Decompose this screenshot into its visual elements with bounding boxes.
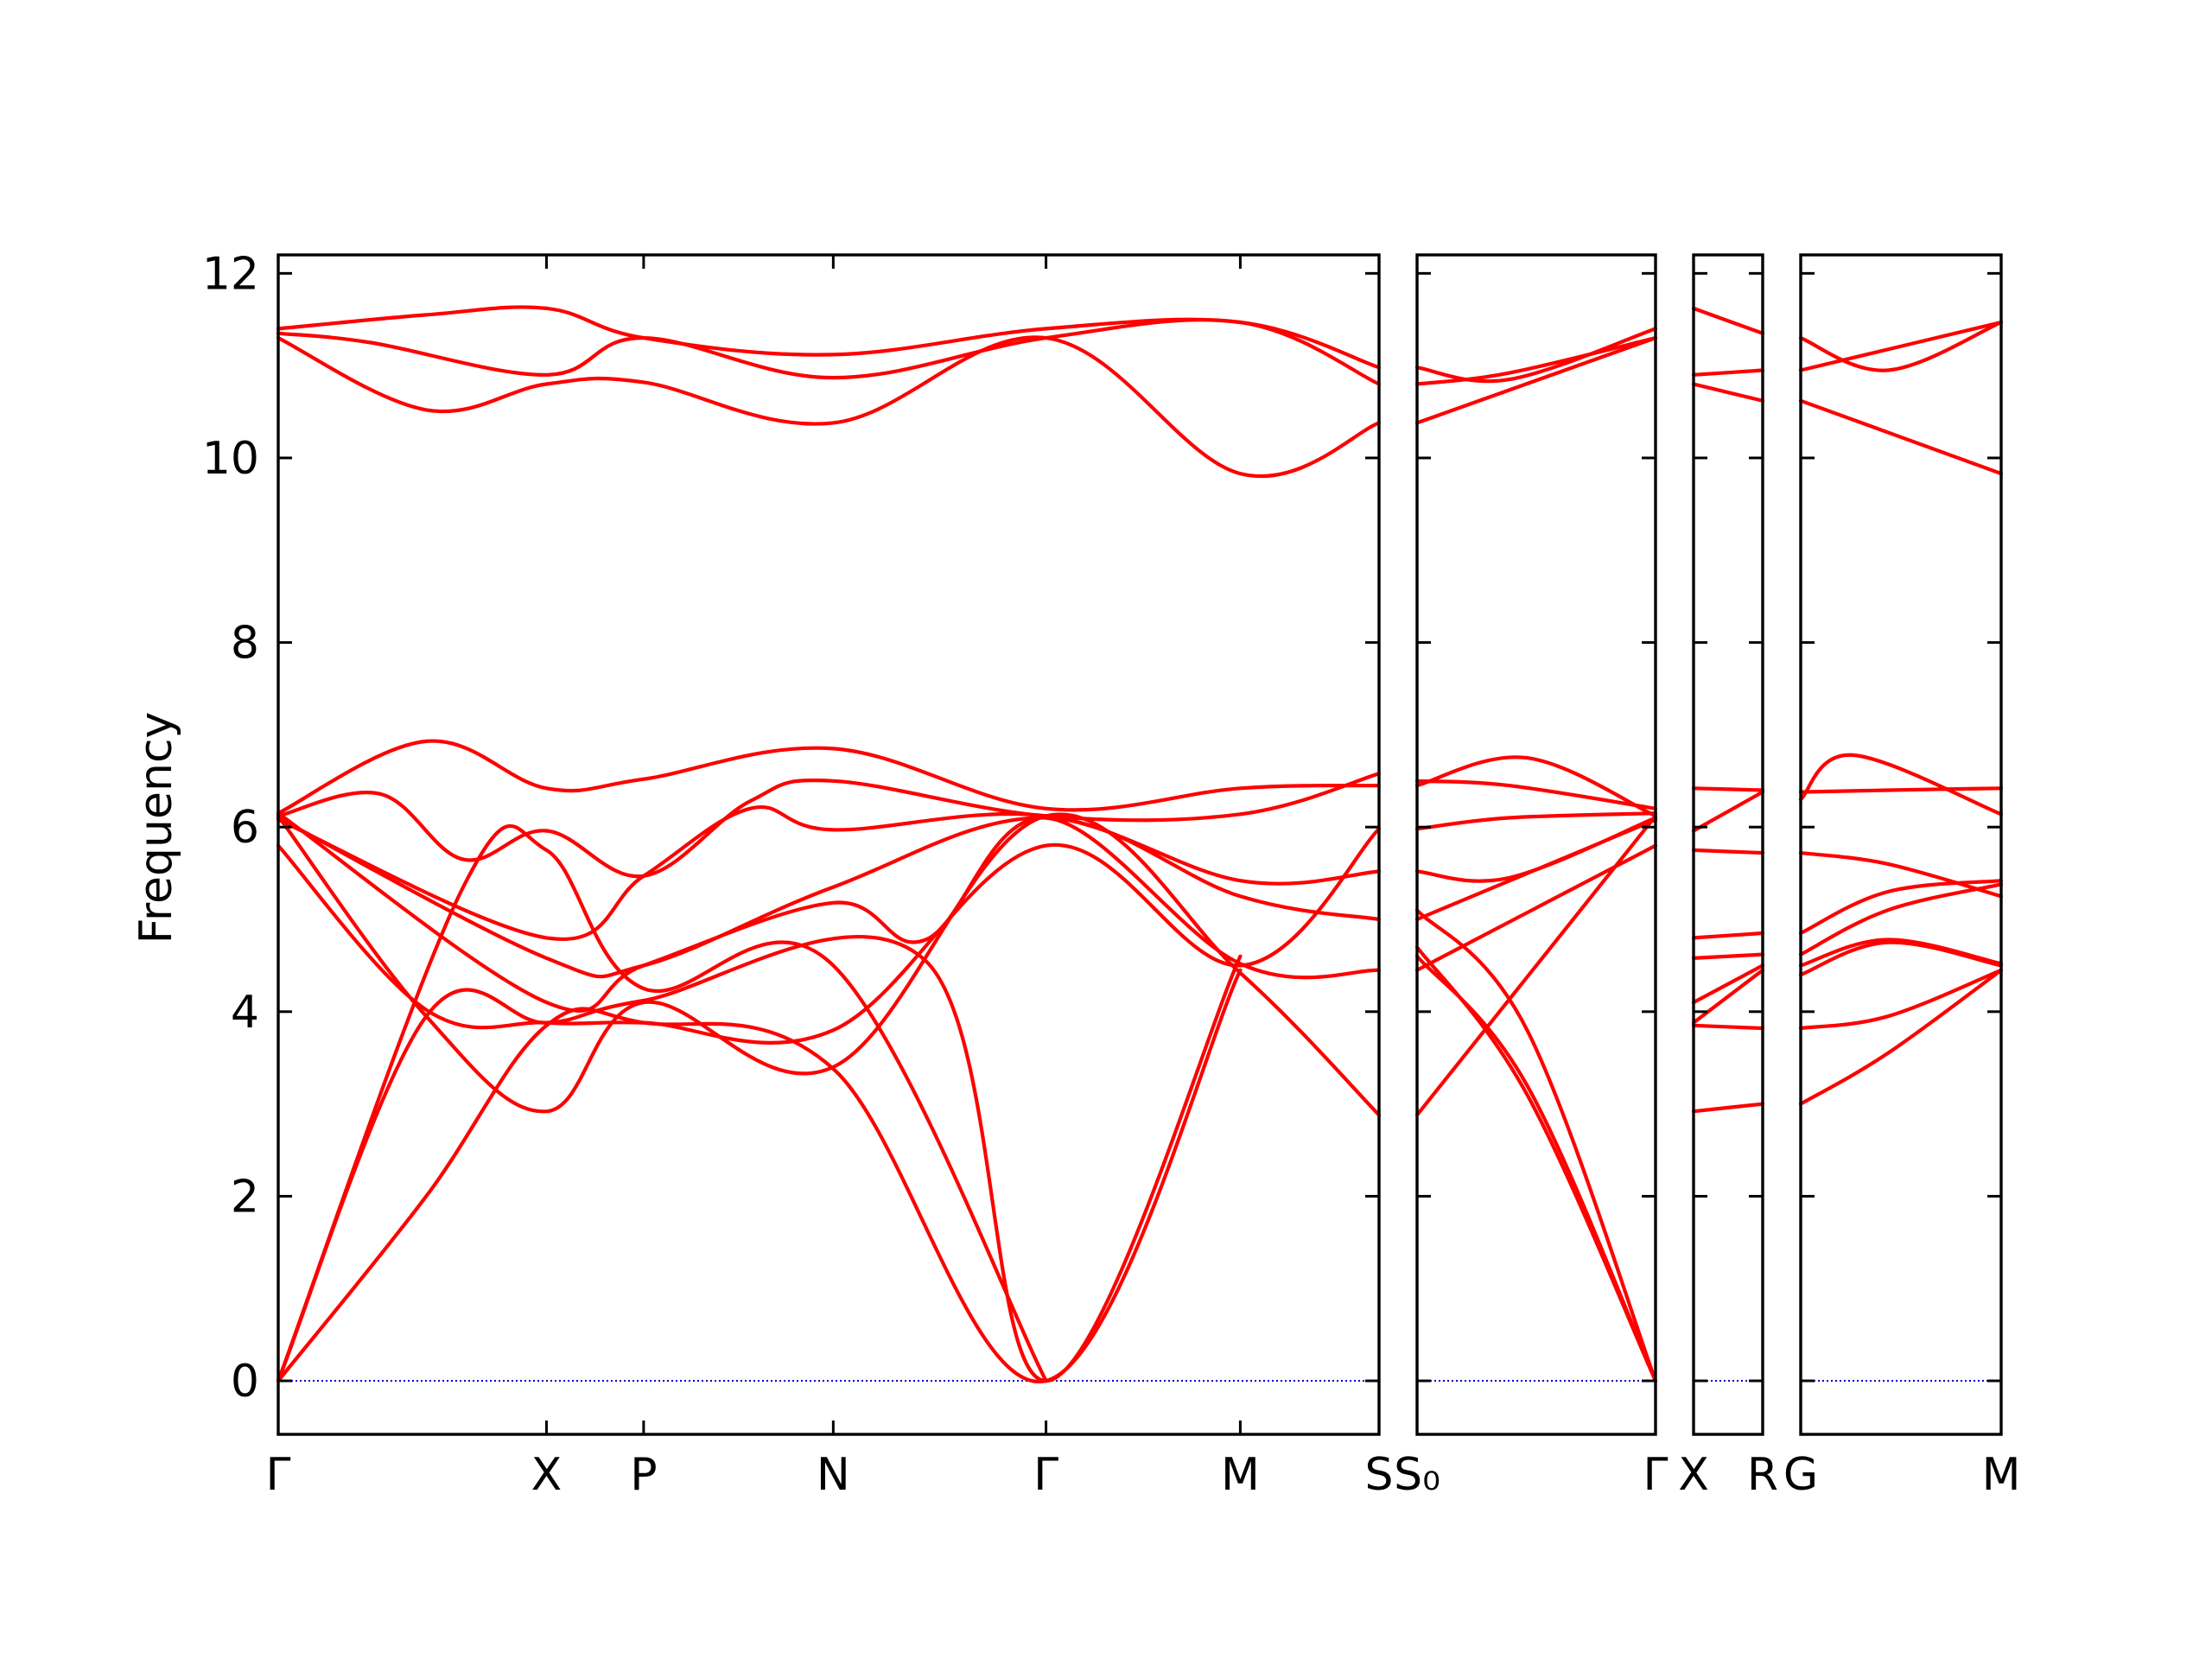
band-line-8 (276, 811, 1382, 1013)
band-line-10 (1798, 940, 2004, 977)
x-tick-label: N (817, 1449, 850, 1501)
x-tick-label: M (1221, 1449, 1260, 1501)
band-line-3 (276, 335, 1382, 479)
panel-frame (276, 253, 1381, 1436)
band-line-11 (276, 823, 1048, 1383)
band-line-8 (1691, 952, 1765, 960)
panel-1: Γ X P N Γ M S 0 2 4 6 8 10 12 (202, 248, 1394, 1501)
x-tick-label: X (1678, 1449, 1709, 1501)
x-tick-label: X (531, 1449, 563, 1501)
y-tick-label: 8 (231, 618, 259, 670)
band-line-2 (1414, 336, 1658, 386)
x-tick-label: P (630, 1449, 657, 1501)
y-tick-label: 10 (202, 433, 259, 485)
y-axis-label: Frequency (130, 712, 182, 944)
band-line-6 (1414, 811, 1658, 831)
x-tick-label: Γ (266, 1449, 291, 1501)
panel-frame (1415, 253, 1657, 1436)
band-line-12 (1691, 1102, 1765, 1114)
band-line-9 (1414, 843, 1658, 972)
band-line-3 (1414, 336, 1658, 425)
band-line-9 (1691, 963, 1765, 1005)
x-tick-label: M (1982, 1449, 2021, 1501)
band-line-3 (1798, 398, 2004, 476)
band-line-1 (1691, 306, 1765, 335)
panel-frame (1799, 253, 2003, 1436)
y-tick-label: 12 (202, 248, 259, 300)
band-line-7 (1798, 879, 2004, 936)
x-tick-label: R (1747, 1449, 1778, 1501)
band-line-9 (276, 827, 1382, 1045)
band-line-11 (1414, 908, 1658, 1383)
band-line-6 (1691, 848, 1765, 855)
band-line-2 (1798, 320, 2004, 372)
band-line-5 (1691, 790, 1765, 833)
band-line-5 (276, 772, 1382, 879)
x-tick-label: Γ (1033, 1449, 1058, 1501)
y-tick-label: 2 (231, 1171, 259, 1223)
band-line-1 (1414, 327, 1658, 384)
band-line-2 (276, 318, 1382, 386)
y-tick-label: 4 (231, 987, 259, 1039)
band-line-7 (1691, 931, 1765, 940)
panel-2: S₀ Γ (1394, 253, 1669, 1501)
x-tick-label: Γ (1643, 1449, 1669, 1501)
band-line-5 (1414, 779, 1658, 810)
band-line-6 (276, 805, 1382, 941)
band-line-10 (276, 812, 1382, 1117)
y-tick-label: 6 (231, 802, 259, 854)
band-line-12 (1414, 954, 1658, 1383)
band-line-8 (1414, 817, 1658, 922)
band-line-7 (276, 816, 1382, 979)
band-line-8 (1798, 882, 2004, 957)
band-line-4 (1691, 786, 1765, 792)
x-tick-label: G (1783, 1449, 1818, 1501)
band-line-7 (1414, 816, 1658, 883)
band-line-10 (1414, 814, 1658, 1117)
band-line-12 (1798, 968, 2004, 1106)
band-line-2 (1691, 368, 1765, 377)
band-line-4 (276, 739, 1382, 816)
band-line-5 (1798, 786, 2004, 794)
band-line-13 (1414, 945, 1658, 1383)
y-tick-label: 0 (231, 1356, 259, 1408)
panel-frame (1692, 253, 1764, 1436)
band-line-13 (276, 968, 1243, 1384)
band-line-11 (1691, 1023, 1765, 1031)
band-line-4 (1798, 753, 2004, 817)
band-line-3 (1691, 382, 1765, 403)
x-tick-label: S₀ (1394, 1449, 1440, 1501)
band-line-1 (1798, 320, 2004, 372)
band-line-10 (1691, 968, 1765, 1025)
band-line-11 (1798, 968, 2004, 1031)
band-line-4 (1414, 755, 1658, 818)
band-line-12 (276, 934, 1243, 1383)
x-tick-label: S (1364, 1449, 1393, 1501)
